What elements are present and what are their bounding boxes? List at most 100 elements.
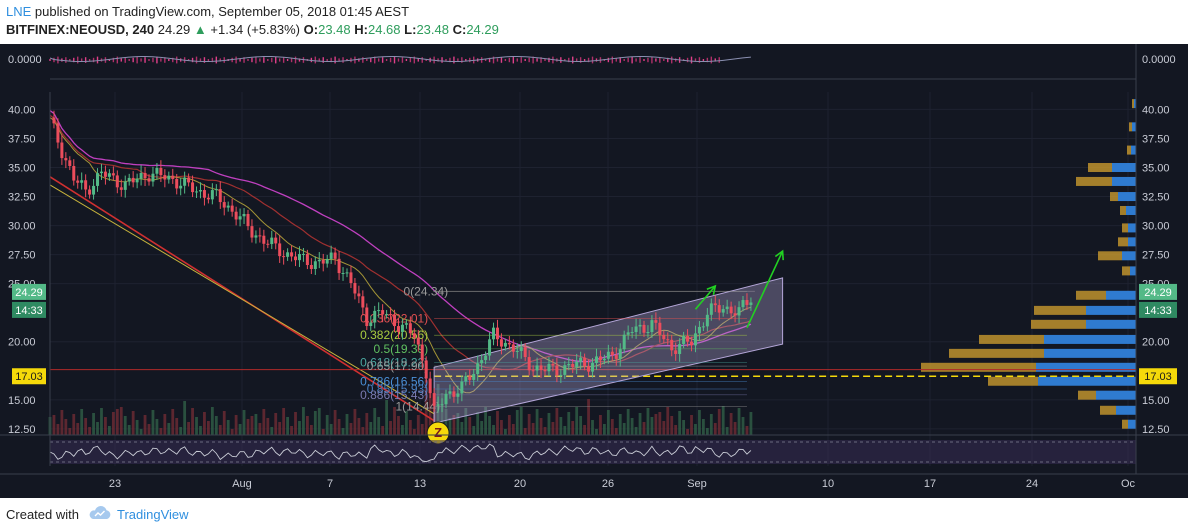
volume-bar: [218, 425, 222, 435]
y-tick-label-right: 37.50: [1142, 133, 1170, 145]
volume-bar: [480, 421, 484, 435]
volume-bar: [298, 421, 301, 435]
candle-body: [594, 356, 598, 363]
volume-bar: [187, 422, 190, 435]
candle-body: [547, 363, 551, 372]
volume-bar: [408, 420, 412, 435]
candle-body: [206, 197, 210, 200]
candle-body: [290, 252, 294, 257]
volume-bar: [476, 412, 480, 435]
volume-bar: [515, 410, 519, 435]
volume-bar: [393, 407, 396, 435]
volume-bar: [64, 419, 68, 435]
volume-bar: [531, 423, 535, 435]
candle-body: [107, 173, 111, 177]
volume-bar: [539, 418, 543, 435]
candle-body: [618, 349, 622, 359]
candle-body: [88, 189, 92, 195]
volume-bar: [151, 410, 155, 435]
candle-body: [622, 334, 626, 350]
candle-body: [238, 216, 242, 220]
y-tick-label-left: 15.00: [8, 395, 36, 407]
candle-body: [737, 307, 741, 316]
volume-bar: [278, 422, 282, 435]
profile-bar-b: [1128, 237, 1136, 247]
profile-bar-b: [1134, 99, 1136, 109]
candle-body: [678, 344, 682, 354]
volume-bar: [135, 420, 139, 435]
y-tick-label-left: 30.00: [8, 221, 36, 233]
volume-bar: [175, 418, 179, 435]
high-value: 24.68: [367, 22, 401, 37]
low-label: L:: [404, 22, 417, 37]
candle-body: [262, 235, 266, 244]
volume-bar: [702, 419, 705, 435]
candle-body: [492, 327, 496, 340]
volume-bar: [694, 424, 697, 435]
author-name[interactable]: LNE: [6, 4, 32, 19]
candle-body: [167, 175, 171, 180]
volume-bar: [603, 424, 606, 435]
osc-line: [49, 55, 751, 62]
candle-body: [460, 381, 464, 394]
volume-bar: [725, 427, 729, 435]
candle-body: [92, 185, 96, 195]
y-tick-label-left: 27.50: [8, 250, 36, 262]
profile-bar-a: [1031, 319, 1086, 329]
volume-bar: [377, 417, 381, 435]
volume-bar: [333, 410, 337, 435]
candle-body: [325, 258, 329, 264]
low-value: 23.48: [416, 22, 449, 37]
y-tick-label-left: 40.00: [8, 104, 36, 116]
volume-bar: [420, 424, 424, 435]
volume-bar: [563, 426, 567, 435]
high-label: H:: [354, 22, 368, 37]
volume-bar: [131, 411, 135, 435]
profile-bar-b: [1044, 334, 1136, 344]
price-chart[interactable]: 0(24.34)0.236(22.01)0.382(20.56)0.5(19.3…: [0, 44, 1188, 498]
candle-body: [143, 172, 147, 179]
candle-body: [654, 320, 658, 323]
candle-body: [670, 339, 674, 351]
candle-body: [195, 191, 199, 193]
y-tick-label-left: 35.00: [8, 163, 36, 175]
candle-body: [254, 235, 258, 238]
volume-bar: [690, 415, 693, 435]
volume-bar: [385, 400, 388, 435]
volume-bar: [614, 428, 618, 435]
candle-body: [187, 177, 191, 183]
candle-body: [507, 342, 511, 345]
candle-body: [480, 360, 484, 364]
volume-bar: [717, 409, 721, 435]
volume-bar: [321, 429, 325, 435]
candle-body: [476, 363, 480, 375]
tradingview-link[interactable]: TradingView: [117, 507, 189, 522]
profile-bar-a: [988, 376, 1038, 386]
candle-body: [80, 180, 84, 183]
candles: [52, 110, 753, 413]
candle-body: [587, 366, 591, 372]
candle-body: [408, 323, 412, 334]
candle-body: [733, 313, 737, 316]
volume-bar: [274, 413, 278, 435]
countdown-badge-right: 14:33: [1144, 305, 1172, 317]
volume-bar: [500, 420, 503, 435]
volume-bar: [496, 411, 499, 435]
candle-body: [234, 211, 238, 220]
volume-bar: [535, 409, 539, 435]
candle-body: [353, 283, 357, 294]
y-tick-label-left: 20.00: [8, 337, 36, 349]
last-price-badge-left-bg: [12, 283, 46, 300]
candle-body: [131, 177, 135, 183]
candle-body: [511, 344, 515, 352]
candle-body: [151, 173, 155, 182]
volume-bar: [349, 423, 353, 435]
drawings: Z: [426, 249, 784, 445]
chart-background: [0, 44, 1188, 498]
chart-header: LNE published on TradingView.com, Septem…: [0, 0, 1188, 44]
candle-body: [400, 324, 404, 332]
volume-bar: [460, 422, 464, 435]
profile-bar-b: [1086, 305, 1136, 315]
volume-bar: [452, 415, 456, 435]
volume-bar: [733, 422, 737, 435]
